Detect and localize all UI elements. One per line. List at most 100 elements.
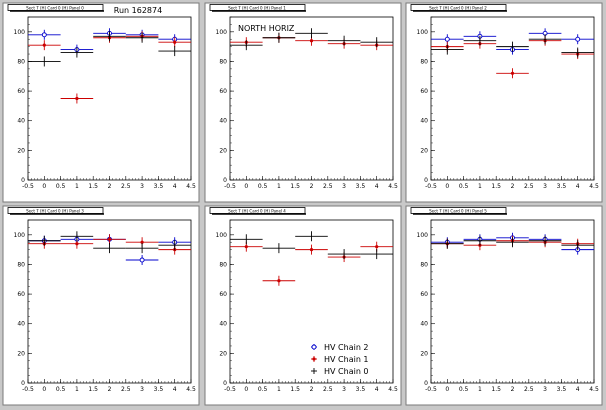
x-tick-label: 3 [140,386,144,393]
x-tick-label: 4 [375,386,379,393]
data-point [158,37,191,48]
x-tick-label: 0.5 [258,386,268,393]
pad-title-box: Sect 7 (H) Card 0 (H) Panel 4 [209,207,306,215]
pad-title: Sect 7 (H) Card 0 (H) Panel 3 [26,208,84,213]
series-hv-chain-0 [28,231,191,254]
data-point [158,46,191,57]
marker-circle [444,36,450,42]
y-tick-label: 20 [420,350,428,357]
x-tick-label: -0.5 [224,183,236,190]
data-point [230,234,263,245]
run-label: Run 162874 [114,6,162,15]
data-point [28,40,61,51]
x-tick-label: 4.5 [589,386,599,393]
x-tick-label: 4 [576,386,580,393]
data-point [158,240,191,251]
x-tick-label: 2.5 [323,386,333,393]
marker-star [42,43,46,47]
x-tick-label: 2 [511,386,515,393]
data-point [262,275,296,286]
y-tick-label: 80 [219,261,227,268]
data-point [93,243,126,254]
x-tick-label: 3.5 [557,386,567,393]
pad-title: Sect 7 (H) Card 0 (H) Panel 1 [228,5,286,10]
x-tick-label: 4.5 [186,386,196,393]
marker-star [510,71,515,75]
data-point [262,243,296,254]
marker-star [277,279,281,283]
y-tick-label: 100 [417,232,429,239]
y-tick-label: 0 [21,177,25,184]
y-tick-label: 60 [17,88,25,95]
x-tick-label: 2.5 [524,183,534,190]
pad-title: Sect 7 (H) Card 0 (H) Panel 0 [26,5,84,10]
data-point [463,235,497,246]
x-tick-label: 1 [478,386,482,393]
x-tick-label: 2.5 [121,386,131,393]
x-tick-label: 3.5 [557,183,567,190]
x-tick-label: 0.5 [459,386,469,393]
x-tick-label: 3 [342,183,346,190]
x-tick-label: -0.5 [224,386,236,393]
x-tick-label: -0.5 [22,386,34,393]
series-hv-chain-0 [431,34,594,58]
y-tick-label: 100 [216,29,228,36]
y-tick-label: 80 [420,58,428,65]
data-point [230,40,263,51]
x-tick-label: 4.5 [186,183,196,190]
legend-label: HV Chain 0 [324,367,369,376]
data-point [431,44,464,55]
x-tick-label: 3.5 [356,386,366,393]
x-tick-label: 0 [244,183,248,190]
x-tick-label: 4 [375,183,379,190]
x-tick-label: 2.5 [524,386,534,393]
y-tick-label: 100 [14,232,26,239]
y-tick-label: 60 [420,88,428,95]
x-tick-label: -0.5 [22,183,34,190]
x-tick-label: 1 [75,183,79,190]
marker-circle [139,257,145,263]
data-point [125,243,159,254]
x-tick-label: 2 [310,183,314,190]
marker-star [309,248,314,252]
data-point [463,35,497,46]
y-tick-label: 0 [21,380,25,387]
x-tick-label: 4 [173,386,177,393]
marker-circle [575,36,581,42]
x-tick-label: 3.5 [154,386,164,393]
y-tick-label: 40 [17,118,25,125]
data-point [93,234,126,245]
x-tick-label: 3 [342,386,346,393]
marker-star [375,245,379,249]
data-point [360,249,393,260]
x-tick-label: -0.5 [425,386,437,393]
y-tick-label: 20 [219,350,227,357]
pad-5: Sect 7 (H) Card 0 (H) Panel 5-0.5 0 0.5 1 1.… [405,205,603,406]
marker-star [309,39,314,43]
x-tick-label: 3 [543,183,547,190]
x-tick-label: 2.5 [323,183,333,190]
y-tick-label: 60 [17,291,25,298]
data-point [28,29,61,40]
x-tick-label: 2 [310,386,314,393]
pad-title: Sect 7 (H) Card 0 (H) Panel 2 [429,5,487,10]
y-tick-label: 40 [17,321,25,328]
y-tick-label: 80 [219,58,227,65]
marker-star [75,242,79,246]
legend-marker-star [312,357,316,361]
x-tick-label: 3 [140,183,144,190]
x-tick-label: 1.5 [491,386,501,393]
pad-1: Sect 7 (H) Card 0 (H) Panel 1-0.5 0 0.5 1 1.… [204,2,402,203]
y-tick-label: 20 [17,350,25,357]
pad-background [2,205,200,406]
data-point [561,47,594,58]
x-tick-label: -0.5 [425,183,437,190]
x-tick-label: 1.5 [88,386,98,393]
pad-title-box: Sect 7 (H) Card 0 (H) Panel 3 [7,207,104,215]
series-hv-chain-0 [431,235,594,251]
x-tick-label: 2 [108,386,112,393]
data-point [528,34,562,45]
data-point [561,240,594,251]
y-tick-label: 60 [219,291,227,298]
x-tick-label: 1.5 [290,386,300,393]
